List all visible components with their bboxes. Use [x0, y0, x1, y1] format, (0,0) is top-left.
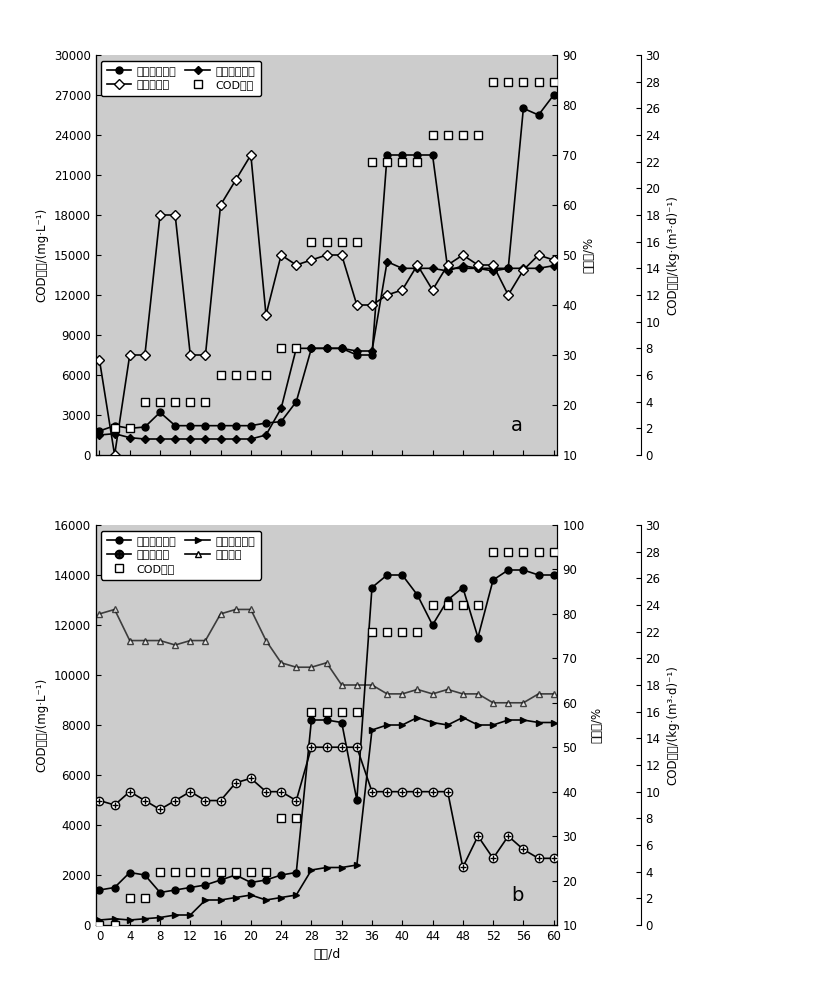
Legend: 一级厂氧进水, 一级去除率, 一级厂氧出水, COD负荷: 一级厂氧进水, 一级去除率, 一级厂氧出水, COD负荷: [102, 61, 260, 96]
Text: b: b: [512, 886, 523, 905]
Y-axis label: COD负荷/(kg·(m³·d)⁻¹): COD负荷/(kg·(m³·d)⁻¹): [666, 665, 679, 785]
Y-axis label: 去除率/%: 去除率/%: [582, 237, 596, 273]
Y-axis label: 去除率/%: 去除率/%: [590, 707, 603, 743]
X-axis label: 时间/d: 时间/d: [313, 948, 340, 961]
Text: a: a: [512, 416, 523, 435]
Legend: 二级厂氧进水, 二级去除率, COD负荷, 二级厂氧出水, 总去除率: 二级厂氧进水, 二级去除率, COD负荷, 二级厂氧出水, 总去除率: [102, 531, 260, 580]
Y-axis label: COD浓度/(mg·L⁻¹): COD浓度/(mg·L⁻¹): [35, 208, 48, 302]
Y-axis label: COD负荷/(kg·(m³·d)⁻¹): COD负荷/(kg·(m³·d)⁻¹): [666, 195, 679, 315]
Y-axis label: COD浓度/(mg·L⁻¹): COD浓度/(mg·L⁻¹): [35, 678, 48, 772]
